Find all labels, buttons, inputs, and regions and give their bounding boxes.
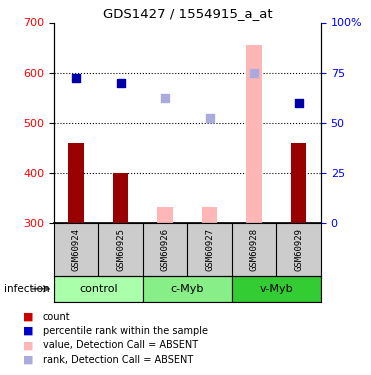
- Text: rank, Detection Call = ABSENT: rank, Detection Call = ABSENT: [43, 355, 193, 364]
- Point: [207, 115, 213, 121]
- Text: ■: ■: [23, 340, 33, 350]
- Text: ■: ■: [23, 326, 33, 336]
- Bar: [246, 45, 262, 223]
- Bar: [68, 143, 84, 223]
- Text: infection: infection: [4, 284, 49, 294]
- Text: percentile rank within the sample: percentile rank within the sample: [43, 326, 208, 336]
- Text: GSM60929: GSM60929: [294, 228, 303, 271]
- Text: GSM60928: GSM60928: [250, 228, 259, 271]
- Text: GSM60925: GSM60925: [116, 228, 125, 271]
- Point: [73, 75, 79, 81]
- Point: [162, 95, 168, 101]
- Text: ■: ■: [23, 312, 33, 322]
- Bar: [54, 276, 143, 302]
- Text: control: control: [79, 284, 118, 294]
- Bar: [202, 207, 217, 223]
- Text: ■: ■: [23, 355, 33, 364]
- Bar: [113, 173, 128, 223]
- Text: GSM60927: GSM60927: [205, 228, 214, 271]
- Point: [296, 100, 302, 106]
- Text: GSM60924: GSM60924: [72, 228, 81, 271]
- Point: [118, 80, 124, 86]
- Text: c-Myb: c-Myb: [171, 284, 204, 294]
- Bar: [157, 207, 173, 223]
- Bar: [143, 276, 232, 302]
- Text: GSM60926: GSM60926: [161, 228, 170, 271]
- Point: [251, 70, 257, 76]
- Title: GDS1427 / 1554915_a_at: GDS1427 / 1554915_a_at: [102, 7, 272, 20]
- Text: value, Detection Call = ABSENT: value, Detection Call = ABSENT: [43, 340, 198, 350]
- Text: count: count: [43, 312, 70, 322]
- Bar: [291, 143, 306, 223]
- Text: v-Myb: v-Myb: [260, 284, 293, 294]
- Bar: [232, 276, 321, 302]
